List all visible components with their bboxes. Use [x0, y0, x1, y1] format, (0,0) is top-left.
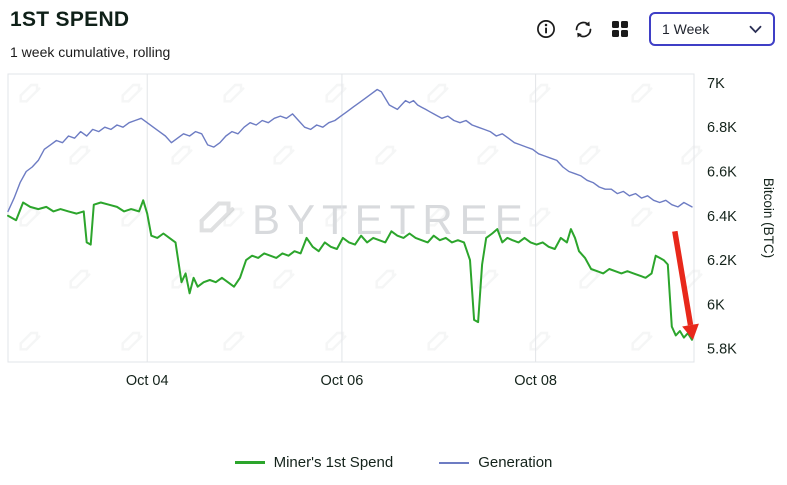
refresh-icon-glyph — [575, 20, 591, 38]
page-title: 1ST SPEND — [10, 8, 130, 31]
svg-text:BYTETREE: BYTETREE — [252, 196, 530, 243]
toolbar: 1 Week — [534, 8, 775, 46]
info-icon[interactable] — [534, 17, 558, 41]
range-dropdown[interactable]: 1 Week — [649, 12, 775, 46]
grid-icon[interactable] — [608, 17, 632, 41]
chart-area: BYTETREE Oct 04 Oct 06 Oct 08 7K 6.8K 6.6K 6.4K… — [0, 66, 787, 446]
refresh-icon[interactable] — [571, 17, 595, 41]
miners-1st-spend-swatch — [234, 461, 265, 464]
svg-text:7K: 7K — [707, 76, 725, 92]
svg-text:6.2K: 6.2K — [707, 253, 737, 269]
grid-icon-glyph — [612, 21, 628, 37]
svg-text:Oct 06: Oct 06 — [321, 373, 364, 389]
generation-swatch — [439, 461, 470, 464]
chart-subtitle: 1 week cumulative, rolling — [10, 44, 171, 60]
svg-text:Bitcoin (BTC): Bitcoin (BTC) — [761, 178, 776, 258]
legend-item-miners-1st-spend[interactable]: Miner's 1st Spend — [234, 454, 394, 471]
svg-text:5.8K: 5.8K — [707, 342, 737, 358]
svg-text:Oct 08: Oct 08 — [514, 373, 557, 389]
legend-item-generation[interactable]: Generation — [439, 454, 552, 471]
legend: Miner's 1st Spend Generation — [0, 446, 787, 485]
legend-label-miners-1st-spend: Miner's 1st Spend — [273, 454, 394, 471]
range-dropdown-value: 1 Week — [662, 21, 710, 37]
chevron-down-icon — [749, 25, 762, 33]
svg-text:6.8K: 6.8K — [707, 120, 737, 136]
legend-label-generation: Generation — [478, 454, 553, 471]
svg-text:6K: 6K — [707, 297, 725, 313]
title-block: 1ST SPEND 1 week cumulative, rolling — [10, 8, 170, 60]
svg-text:Oct 04: Oct 04 — [126, 373, 169, 389]
info-icon-glyph — [537, 20, 555, 38]
svg-text:6.6K: 6.6K — [707, 164, 737, 180]
header: 1ST SPEND 1 week cumulative, rolling — [0, 0, 787, 60]
chart-canvas[interactable]: BYTETREE Oct 04 Oct 06 Oct 08 7K 6.8K 6.6K 6.4K… — [0, 66, 787, 401]
svg-text:6.4K: 6.4K — [707, 209, 737, 225]
